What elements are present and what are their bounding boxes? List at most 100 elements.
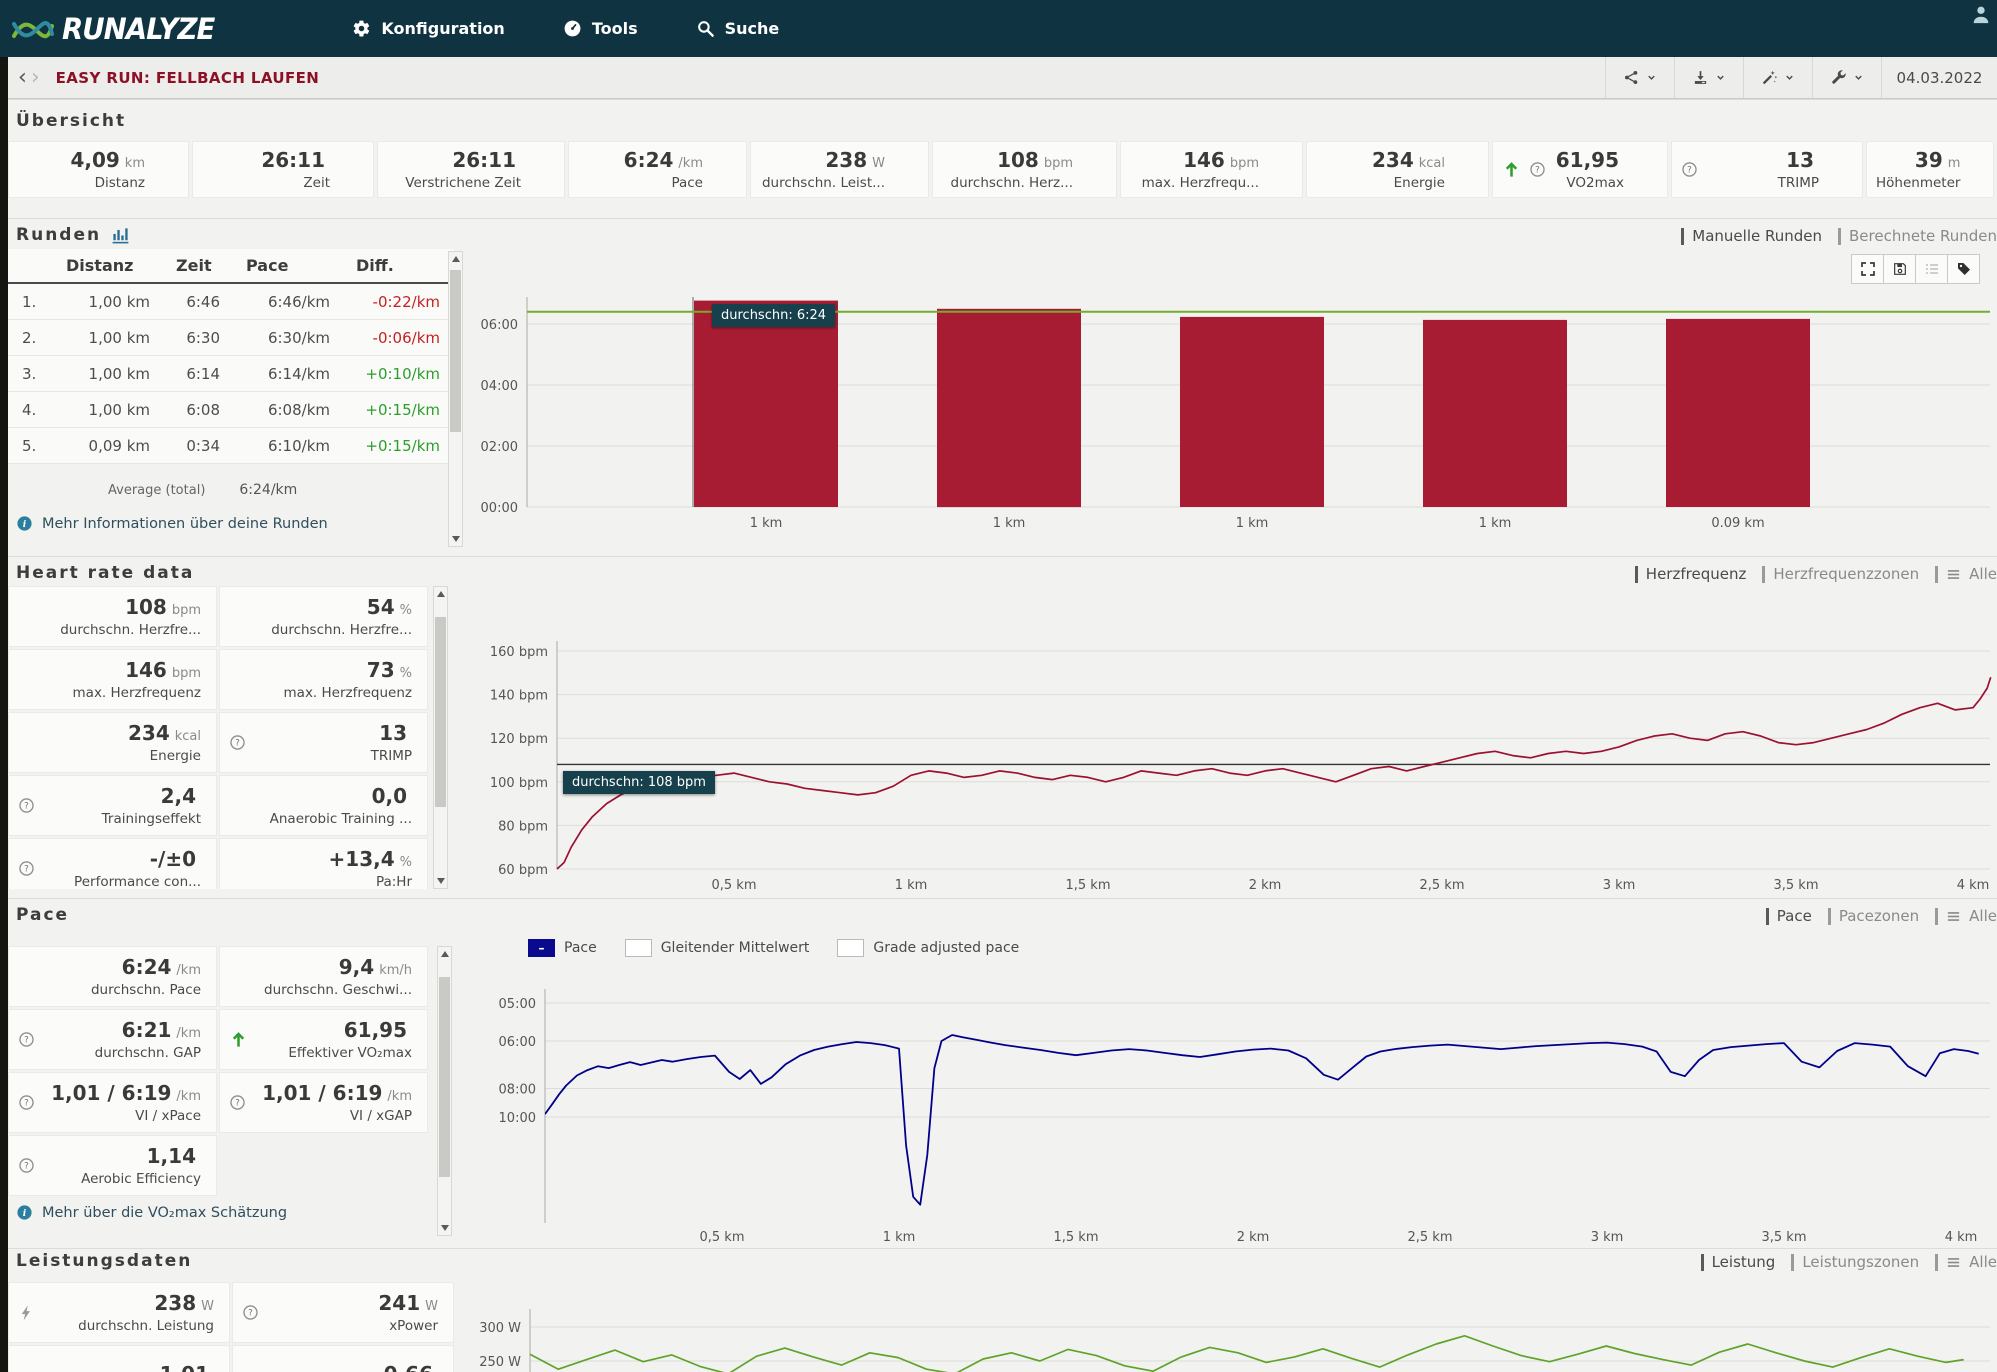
link-label: Pace [1776,907,1812,925]
link-label: Pacezonen [1838,907,1920,925]
stat-label: Zeit [303,175,330,191]
svg-text:i: i [23,1208,27,1219]
laps-scrollbar[interactable] [448,251,463,547]
stat-value: 238 [825,148,868,172]
stat-unit: kcal [1418,156,1445,171]
hr-link-herzfrequenz[interactable]: Herzfrequenz [1634,565,1746,583]
scroll-down-icon[interactable] [449,532,462,546]
fullscreen-button[interactable] [1851,254,1884,284]
lap-analysis-icon[interactable] [111,226,130,245]
scroll-up-icon[interactable] [434,587,447,601]
svg-text:2,5 km: 2,5 km [1420,878,1465,891]
laps-heading: Runden [16,225,130,245]
heart-rate-heading: Heart rate data [16,563,195,583]
link-label: Alle [1969,565,1997,583]
scroll-up-icon[interactable] [438,947,451,961]
lap-row[interactable]: 1. 1,00 km 6:46 6:46/km -0:22/km [8,284,454,320]
svg-text:4 km: 4 km [1945,1230,1978,1245]
overview-stat-distanz: 4,09 km Distanz [8,141,189,198]
laps-link-berechnete-runden[interactable]: Berechnete Runden [1838,227,1997,245]
stat-value: 108 [997,148,1039,172]
svg-text:1 km: 1 km [1479,516,1512,531]
lap-row[interactable]: 3. 1,00 km 6:14 6:14/km +0:10/km [8,356,454,392]
svg-text:0,5 km: 0,5 km [700,1230,745,1245]
nav-item-konfiguration[interactable]: Konfiguration [352,19,505,38]
brand-logo[interactable]: RUNALYZE [12,12,222,46]
svg-text:00:00: 00:00 [481,501,518,516]
divider [1935,907,1939,925]
legend-gleitender-mittelwert[interactable]: Gleitender Mittelwert [624,939,809,957]
heart-rate-chart[interactable]: 60 bpm 80 bpm 100 bpm 120 bpm 140 bpm 160 bpm… [460,636,1997,895]
legend-grade-adjusted-pace[interactable]: Grade adjusted pace [837,939,1019,957]
svg-text:140 bpm: 140 bpm [490,689,548,704]
svg-text:i: i [23,519,27,530]
power-chart[interactable]: 300 W 250 W [460,1301,1997,1372]
hr-link-herzfrequenzzonen[interactable]: Herzfrequenzzonen [1762,565,1919,583]
pace-more-link[interactable]: i Mehr über die VO₂max Schätzung [16,1204,287,1221]
help-icon: ? [18,1094,35,1111]
user-avatar-icon[interactable] [1970,3,1992,25]
lap-row[interactable]: 2. 1,00 km 6:30 6:30/km -0:06/km [8,320,454,356]
power-link-leistungszonen[interactable]: Leistungszonen [1791,1253,1919,1271]
share-button[interactable] [1605,57,1674,98]
hr-scrollbar[interactable] [433,586,448,889]
expand-icon [1860,261,1876,277]
svg-text:4 km: 4 km [1957,878,1990,891]
magic-button[interactable] [1743,57,1812,98]
legend-checkbox[interactable]: – [528,939,555,957]
divider [1791,1253,1795,1271]
hamburger-icon [1946,1255,1961,1270]
activity-date[interactable]: 04.03.2022 [1881,57,1997,98]
laps-col-diff: Diff. [356,256,394,275]
wrench-button[interactable] [1812,57,1881,98]
laps-bar-chart[interactable]: 00:00 02:00 04:00 06:00 1 km 1 km 1 km 1 km 0.09… [430,291,1990,545]
laps-link-manuelle-runden[interactable]: Manuelle Runden [1681,227,1822,245]
forward-chevron-icon[interactable]: › [30,64,40,90]
lap-row[interactable]: 4. 1,00 km 6:08 6:08/km +0:15/km [8,392,454,428]
nav-item-label: Konfiguration [381,19,505,38]
magic-icon [1761,69,1778,86]
laps-more-link[interactable]: i Mehr Informationen über deine Runden [16,515,328,532]
pace-chart[interactable]: 05:00 06:00 08:00 10:00 0,5 km 1 km 1,5 km 2 km… [460,981,1997,1248]
svg-text:?: ? [235,739,240,749]
legend-pace[interactable]: – Pace [528,939,597,957]
pace-link-pacezonen[interactable]: Pacezonen [1827,907,1920,925]
nav-item-suche[interactable]: Suche [696,19,779,38]
scroll-down-icon[interactable] [438,1221,451,1235]
gear-icon [352,19,371,38]
stat-label: Verstrichene Zeit [405,175,521,191]
lap-row[interactable]: 5. 0,09 km 0:34 6:10/km +0:15/km [8,428,454,464]
pace-link-alle[interactable]: Alle [1935,907,1997,925]
tags-button[interactable] [1947,254,1980,284]
overview-stat-durchschn-leist: 238 W durchschn. Leist... [750,141,929,198]
hr-scroll-thumb[interactable] [435,617,446,807]
legend-checkbox[interactable] [837,939,865,957]
svg-text:0,5 km: 0,5 km [712,878,757,891]
laps-scroll-thumb[interactable] [450,270,461,432]
pace-scrollbar[interactable] [437,946,452,1236]
pace-scroll-thumb[interactable] [439,977,450,1177]
back-chevron-icon[interactable]: ‹ [18,64,27,90]
hr-link-alle[interactable]: Alle [1935,565,1997,583]
power-link-leistung[interactable]: Leistung [1700,1253,1775,1271]
stat-effektiver-vo-max: 61,95 Effektiver VO₂max [219,1009,428,1070]
overview-section: Übersicht 4,09 km Distanz 26:11 Zeit 26:1… [8,99,1997,218]
save-image-button[interactable] [1883,254,1916,284]
svg-text:2 km: 2 km [1249,878,1282,891]
hr-chart-tooltip: durchschn: 108 bpm [563,771,715,794]
overview-heading: Übersicht [16,111,127,131]
svg-text:1,5 km: 1,5 km [1066,878,1111,891]
download-button[interactable] [1674,57,1743,98]
table-view-button[interactable] [1915,254,1948,284]
legend-checkbox[interactable] [624,939,652,957]
stat-anaerobic-training: 0,0 Anaerobic Training ... [219,775,428,836]
chevron-down-icon [1646,72,1657,83]
scroll-up-icon[interactable] [449,252,462,266]
scroll-down-icon[interactable] [434,874,447,888]
chevron-down-icon [1853,72,1864,83]
pace-link-pace[interactable]: Pace [1765,907,1812,925]
nav-item-tools[interactable]: Tools [563,19,638,38]
svg-text:04:00: 04:00 [481,379,518,394]
power-link-alle[interactable]: Alle [1935,1253,1997,1271]
link-label: Manuelle Runden [1692,227,1823,245]
